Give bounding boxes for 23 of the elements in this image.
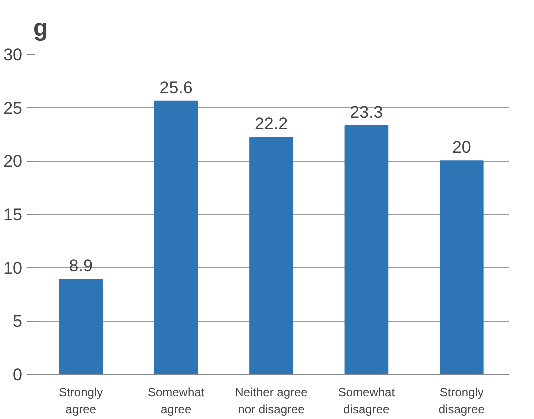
bar bbox=[440, 160, 484, 374]
data-label: 8.9 bbox=[69, 256, 93, 276]
x-tick-label: Somewhat agree bbox=[148, 386, 206, 416]
x-tick-label: Neither agree nor disagree bbox=[235, 386, 308, 416]
data-label: 23.3 bbox=[350, 102, 384, 122]
bar bbox=[250, 137, 294, 374]
x-tick-label: Somewhat disagree bbox=[338, 386, 396, 416]
y-tick-label: 15 bbox=[4, 206, 23, 224]
x-tick-label: Strongly agree bbox=[59, 386, 104, 416]
y-tick-label: 10 bbox=[4, 258, 23, 278]
y-tick-label: 30 bbox=[4, 46, 23, 64]
y-tick-label: 0 bbox=[13, 366, 23, 384]
y-tick-label: 5 bbox=[13, 312, 23, 332]
bar bbox=[344, 125, 389, 374]
x-tick-label: Strongly disagree bbox=[438, 386, 486, 416]
y-tick-label: 25 bbox=[4, 98, 23, 118]
y-tick-label: 20 bbox=[4, 152, 23, 172]
data-label: 20 bbox=[452, 138, 472, 158]
chart-title: g bbox=[34, 15, 48, 42]
data-label: 22.2 bbox=[254, 114, 288, 134]
bar bbox=[59, 279, 104, 374]
bar bbox=[154, 100, 198, 374]
data-label: 25.6 bbox=[160, 78, 193, 98]
